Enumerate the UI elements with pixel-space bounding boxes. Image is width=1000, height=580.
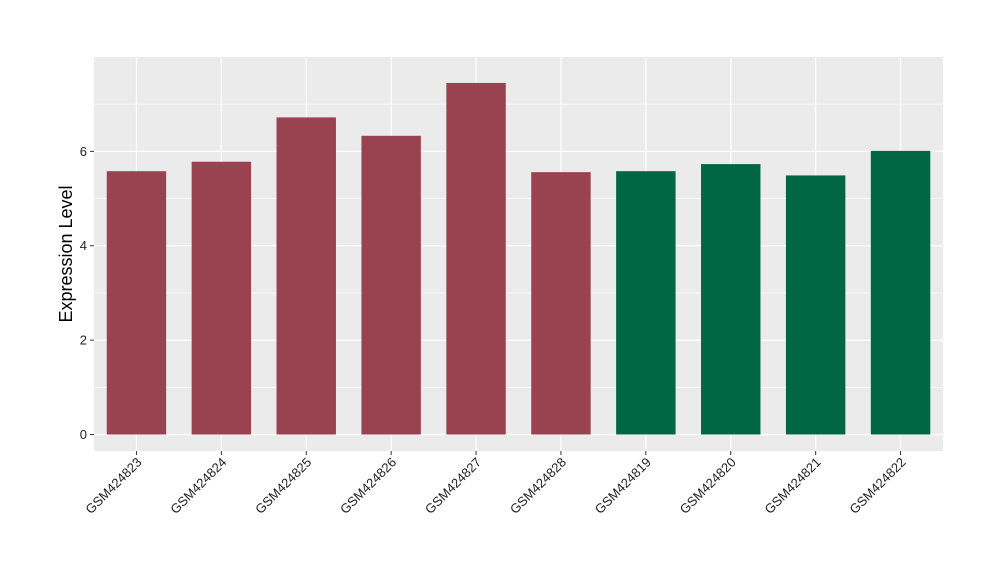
y-tick-label: 0 xyxy=(80,427,87,442)
x-tick-label: GSM424823 xyxy=(82,455,144,517)
bar-GSM424823 xyxy=(106,171,167,435)
x-tick-label: GSM424821 xyxy=(762,455,824,517)
y-tick-label: 4 xyxy=(80,238,87,253)
y-axis-title: Expression Level xyxy=(56,185,76,322)
x-tick-label: GSM424826 xyxy=(337,455,399,517)
bar-GSM424820 xyxy=(701,164,761,435)
bar-GSM424827 xyxy=(446,82,506,435)
x-tick-label: GSM424819 xyxy=(592,455,654,517)
y-axis: 0 2 4 6 xyxy=(80,144,94,442)
bar-GSM424826 xyxy=(361,135,421,435)
x-tick-label: GSM424825 xyxy=(252,455,314,517)
x-axis: GSM424823 GSM424824 GSM424825 GSM424826 GSM4… xyxy=(82,451,909,517)
bar-GSM424824 xyxy=(191,161,252,435)
bar-GSM424821 xyxy=(785,175,846,435)
x-tick-label: GSM424828 xyxy=(507,455,569,517)
x-tick-label: GSM424822 xyxy=(846,455,908,517)
x-tick-label: GSM424820 xyxy=(677,455,739,517)
bar-GSM424828 xyxy=(531,172,591,435)
y-tick-label: 2 xyxy=(80,333,87,348)
bar-GSM424822 xyxy=(870,150,931,435)
bars xyxy=(106,82,931,435)
x-tick-label: GSM424824 xyxy=(167,455,229,517)
y-tick-label: 6 xyxy=(80,144,87,159)
x-tick-label: GSM424827 xyxy=(422,455,484,517)
bar-GSM424819 xyxy=(616,171,676,435)
bar-GSM424825 xyxy=(276,117,336,435)
